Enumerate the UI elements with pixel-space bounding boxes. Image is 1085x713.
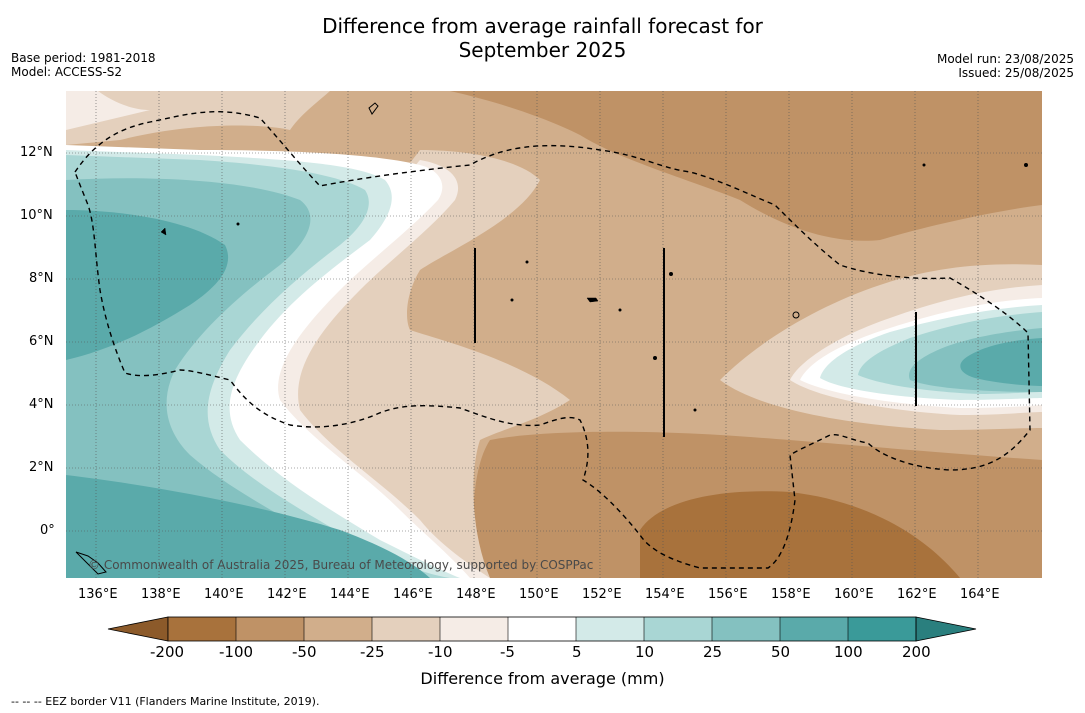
contour-very-dry-south bbox=[640, 491, 960, 578]
copyright-notice: © Commonwealth of Australia 2025, Bureau… bbox=[88, 558, 594, 572]
base-period: Base period: 1981-2018 bbox=[11, 51, 156, 65]
lon-label: 152°E bbox=[582, 587, 622, 602]
colorbar-tick: -25 bbox=[360, 643, 385, 661]
colorbar bbox=[107, 616, 977, 642]
eez-border bbox=[74, 110, 1031, 569]
lat-label: 2°N bbox=[29, 460, 54, 475]
colorbar-swatch-10 bbox=[780, 617, 848, 641]
colorbar-tick: -200 bbox=[150, 643, 185, 661]
contour-wet-50-west-north bbox=[66, 210, 229, 360]
islands bbox=[75, 102, 1028, 575]
colorbar-tick: -5 bbox=[500, 643, 515, 661]
colorbar-tick: 5 bbox=[572, 643, 582, 661]
contour-dry-north bbox=[450, 91, 1042, 241]
rainfall-map bbox=[66, 91, 1042, 578]
lon-label: 158°E bbox=[771, 587, 811, 602]
colorbar-swatch-3 bbox=[304, 617, 372, 641]
map-title: Difference from average rainfall forecas… bbox=[0, 14, 1085, 62]
colorbar-min-arrow bbox=[107, 616, 169, 642]
eez-footnote: -- -- -- EEZ border V11 (Flanders Marine… bbox=[11, 695, 320, 708]
model-name: Model: ACCESS-S2 bbox=[11, 65, 123, 79]
model-run: Model run: 23/08/2025 bbox=[936, 52, 1074, 66]
colorbar-tick: -50 bbox=[292, 643, 317, 661]
colorbar-tick: -100 bbox=[219, 643, 254, 661]
issued-date: Issued: 25/08/2025 bbox=[958, 66, 1074, 80]
lon-label: 142°E bbox=[267, 587, 307, 602]
lat-label: 12°N bbox=[20, 145, 53, 160]
colorbar-title: Difference from average (mm) bbox=[420, 669, 665, 688]
colorbar-max-arrow bbox=[915, 616, 977, 642]
colorbar-swatch-5 bbox=[440, 617, 508, 641]
colorbar-tick: 50 bbox=[771, 643, 791, 661]
colorbar-swatch-1 bbox=[168, 617, 236, 641]
lon-label: 136°E bbox=[78, 587, 118, 602]
lon-label: 156°E bbox=[708, 587, 748, 602]
colorbar-swatch-8 bbox=[644, 617, 712, 641]
colorbar-tick: 25 bbox=[703, 643, 723, 661]
meta-right: Model run: 23/08/2025 Issued: 25/08/2025 bbox=[937, 52, 1074, 80]
colorbar-swatch-6 bbox=[508, 617, 576, 641]
title-line-2: September 2025 bbox=[458, 38, 627, 62]
lon-label: 146°E bbox=[393, 587, 433, 602]
gridlines bbox=[66, 91, 1042, 578]
colorbar-swatch-2 bbox=[236, 617, 304, 641]
contour-wet-50-west-south bbox=[66, 475, 430, 578]
lon-label: 162°E bbox=[897, 587, 937, 602]
colorbar-tick: 100 bbox=[834, 643, 863, 661]
colorbar-swatch-4 bbox=[372, 617, 440, 641]
title-line-1: Difference from average rainfall forecas… bbox=[322, 14, 763, 38]
lat-label: 6°N bbox=[29, 334, 54, 349]
colorbar-tick: 10 bbox=[635, 643, 655, 661]
colorbar-swatch-9 bbox=[712, 617, 780, 641]
lon-label: 140°E bbox=[204, 587, 244, 602]
lon-label: 160°E bbox=[834, 587, 874, 602]
contour-vlight-nw bbox=[66, 91, 150, 130]
lon-label: 154°E bbox=[645, 587, 685, 602]
lon-label: 144°E bbox=[330, 587, 370, 602]
lon-label: 150°E bbox=[519, 587, 559, 602]
colorbar-tick: 200 bbox=[902, 643, 931, 661]
lat-label: 8°N bbox=[29, 271, 54, 286]
colorbar-tick: -10 bbox=[428, 643, 453, 661]
lat-label: 0° bbox=[40, 523, 55, 538]
lat-label: 10°N bbox=[20, 208, 53, 223]
meta-left: Base period: 1981-2018 Model: ACCESS-S2 bbox=[11, 51, 156, 79]
lon-label: 148°E bbox=[456, 587, 496, 602]
lat-label: 4°N bbox=[29, 397, 54, 412]
contour-light-nw bbox=[66, 91, 330, 145]
lon-label: 138°E bbox=[141, 587, 181, 602]
lon-label: 164°E bbox=[960, 587, 1000, 602]
colorbar-swatch-11 bbox=[848, 617, 916, 641]
contour-wet-50-east bbox=[960, 338, 1042, 386]
colorbar-swatch-7 bbox=[576, 617, 644, 641]
colorbar-dividers bbox=[235, 617, 849, 641]
colorbar-outline bbox=[167, 616, 917, 642]
